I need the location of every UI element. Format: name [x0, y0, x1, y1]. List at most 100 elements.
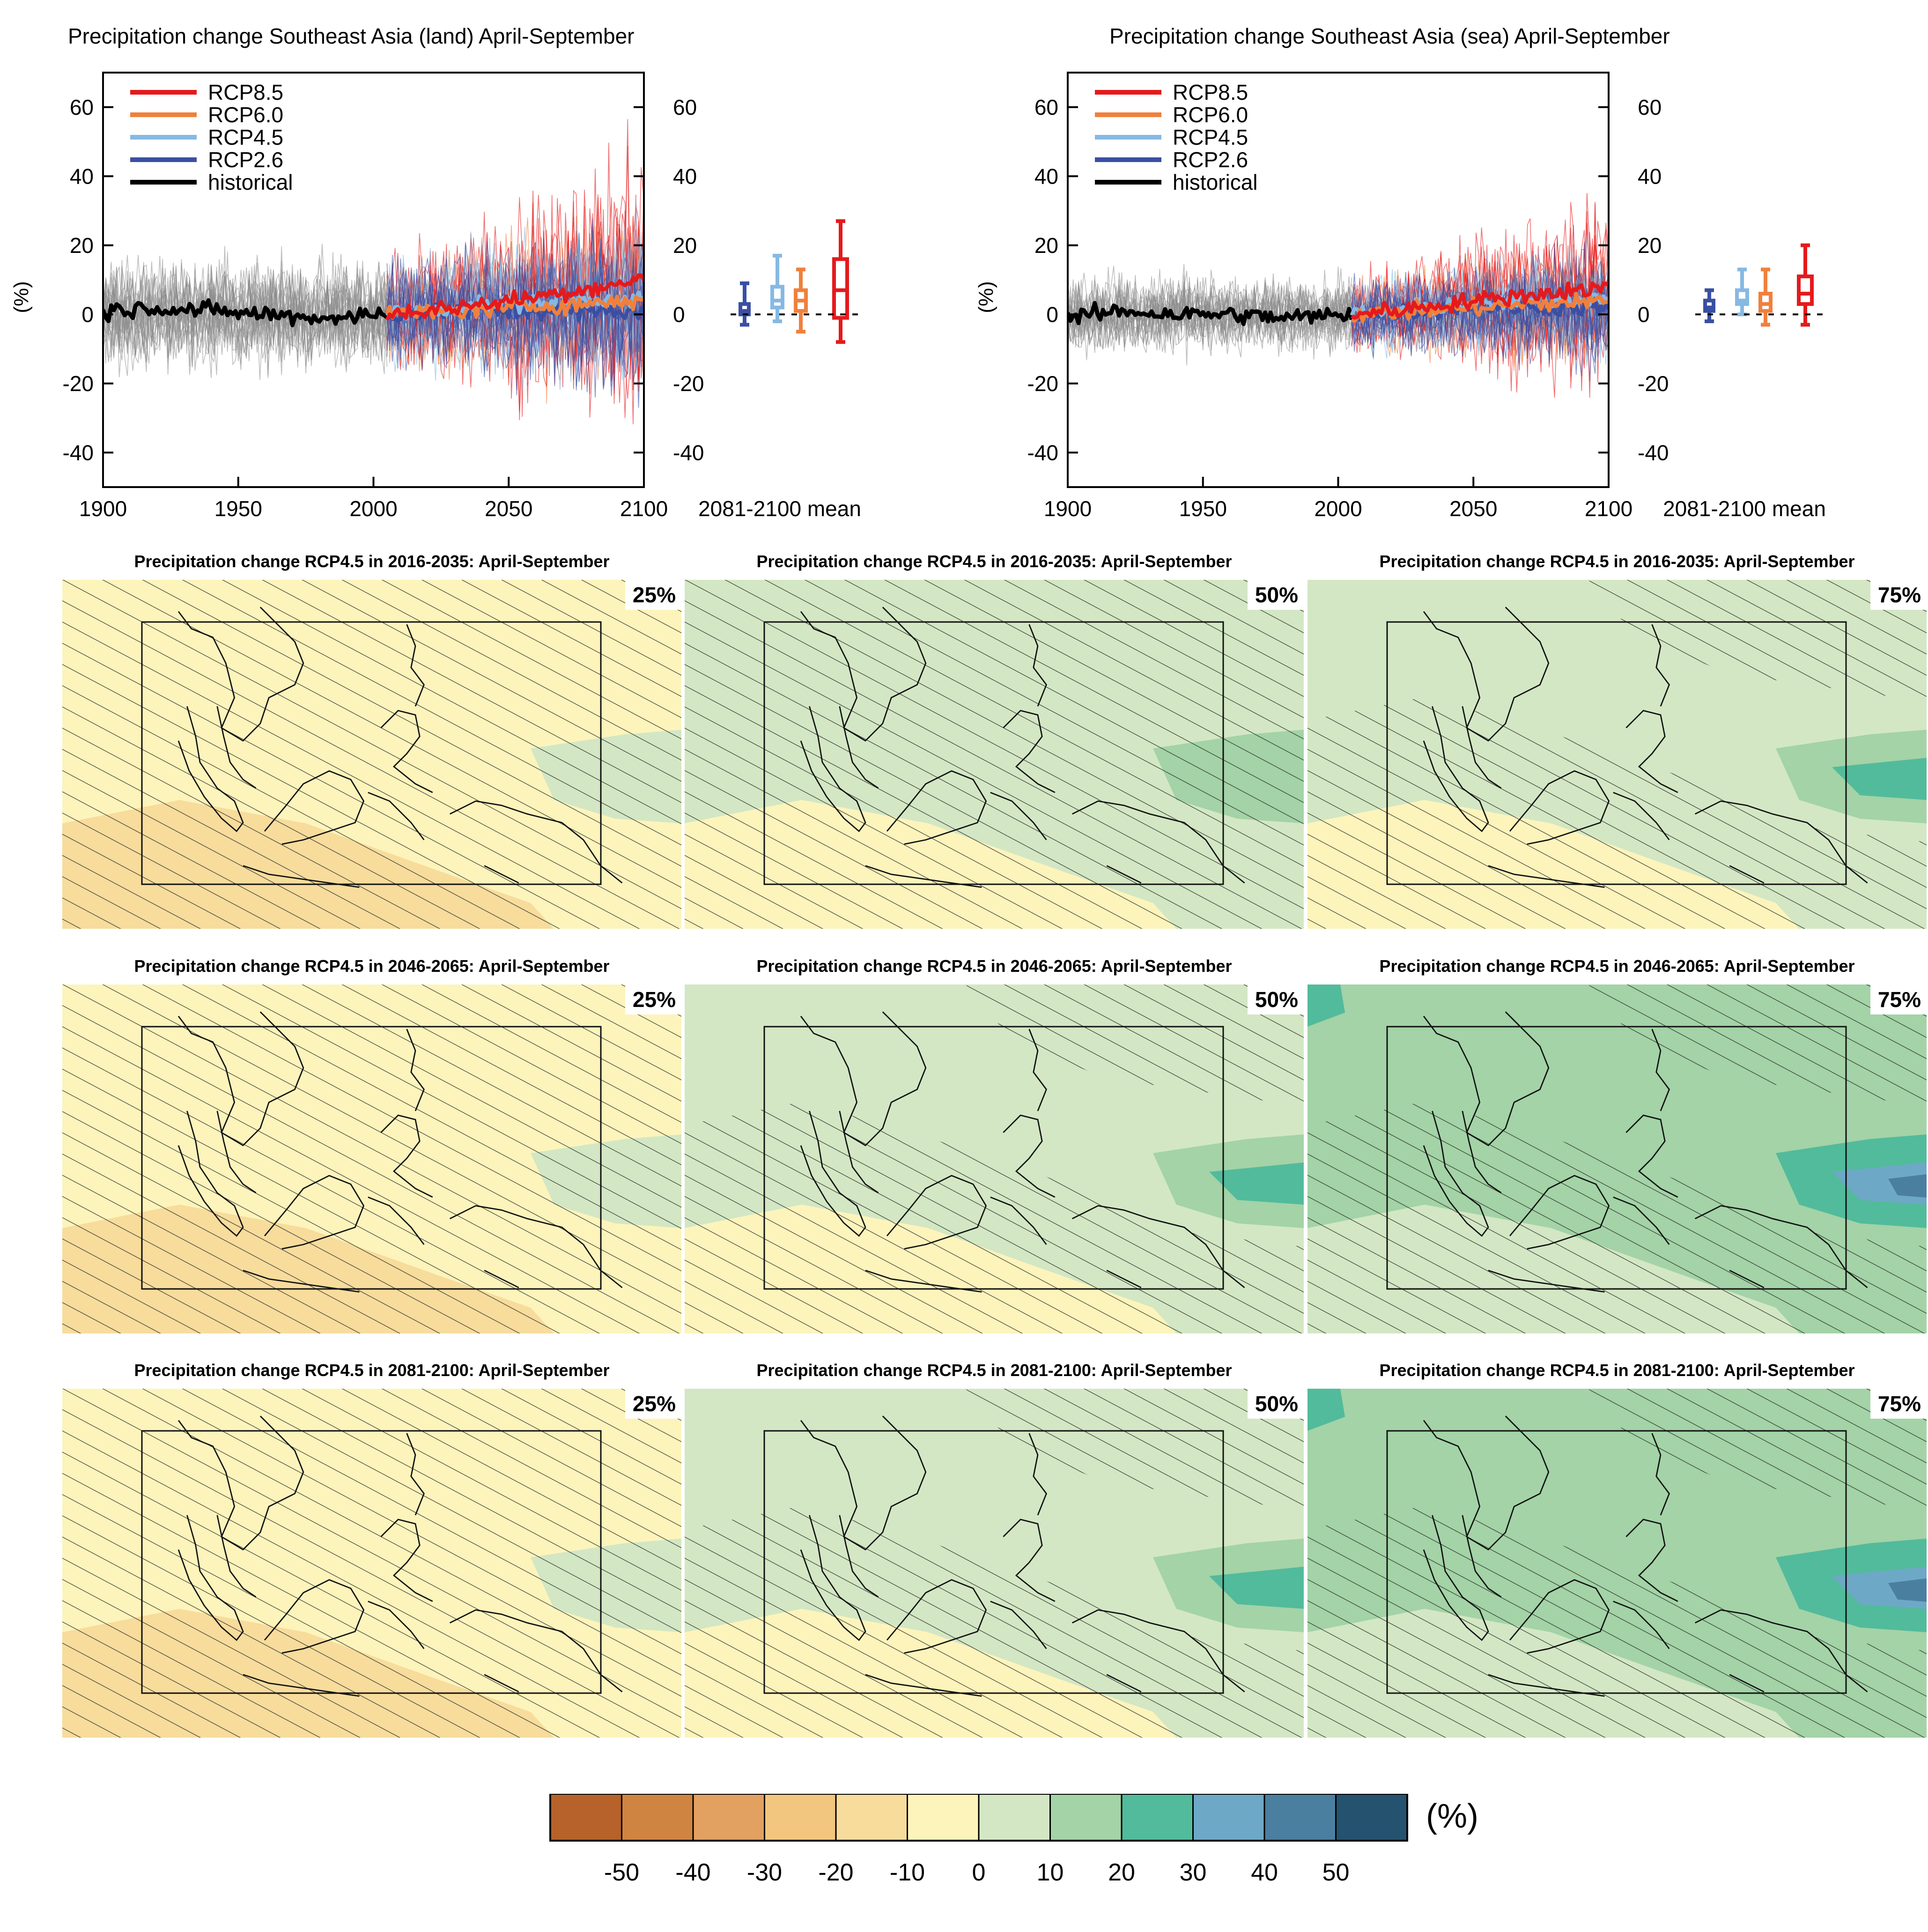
- coastline: [1509, 1579, 1610, 1654]
- coastline: [484, 865, 519, 884]
- y-tick-label-right: 0: [673, 302, 685, 326]
- ts-title-land: Precipitation change Southeast Asia (lan…: [68, 24, 635, 48]
- series-line-historical: [103, 298, 389, 327]
- coastline: [886, 1175, 987, 1250]
- coastline: [264, 1175, 365, 1250]
- boxplot-label: 2081-2100 mean: [1663, 496, 1826, 521]
- colorbar-swatch: [1335, 1794, 1408, 1842]
- coastline: [1651, 1029, 1670, 1111]
- colorbar-unit-label: (%): [1426, 1798, 1478, 1835]
- coastline: [264, 1579, 365, 1654]
- map-title: Precipitation change RCP4.5 in 2081-2100…: [756, 1361, 1232, 1380]
- coastline: [264, 770, 365, 845]
- x-tick-label: 2100: [1585, 496, 1633, 521]
- coastline: [800, 1415, 927, 1551]
- coastline: [216, 1515, 257, 1598]
- legend-label-rcp45: RCP4.5: [1173, 125, 1248, 149]
- coastline: [1694, 800, 1868, 884]
- map-coastlines: [177, 1415, 623, 1697]
- coastline: [800, 607, 927, 742]
- map-canvas: 75%: [1307, 580, 1927, 929]
- legend-label-rcp85: RCP8.5: [1173, 80, 1248, 104]
- coastline: [990, 1600, 1047, 1650]
- coastline: [1625, 710, 1678, 793]
- percentile-label-bg: [1248, 985, 1304, 1014]
- y-tick-label-right: 0: [1638, 302, 1650, 326]
- y-tick-label-left: 0: [81, 302, 94, 326]
- coastline: [1729, 865, 1765, 884]
- region-box: [1386, 1026, 1847, 1290]
- y-tick-label-left: -20: [63, 371, 94, 396]
- colorbar-tick-label: 0: [972, 1859, 986, 1886]
- map-panel: Precipitation change RCP4.5 in 2046-2065…: [685, 956, 1304, 1333]
- coastline: [1071, 800, 1245, 884]
- coastline: [1694, 1205, 1868, 1288]
- colorbar-tick-label: 20: [1108, 1859, 1135, 1886]
- x-tick-label: 2000: [1314, 496, 1362, 521]
- coastline: [1028, 624, 1047, 707]
- percentile-label: 25%: [633, 583, 676, 607]
- coastline: [449, 800, 623, 884]
- map-canvas: 25%: [62, 1389, 681, 1738]
- y-axis-label: (%): [10, 281, 33, 313]
- x-tick-label: 1950: [1179, 496, 1227, 521]
- coastline: [800, 1011, 927, 1147]
- coastline: [1028, 1433, 1047, 1516]
- percentile-label-bg: [1870, 580, 1927, 610]
- percentile-label-bg: [1248, 1389, 1304, 1419]
- coastline: [990, 1196, 1047, 1245]
- map-coastlines: [800, 607, 1245, 888]
- y-tick-label-right: 20: [1638, 233, 1662, 258]
- y-tick-label-right: 60: [1638, 95, 1662, 119]
- coastline: [368, 1196, 425, 1245]
- y-tick-label-right: 20: [673, 233, 697, 258]
- coastline: [1423, 1110, 1489, 1237]
- percentile-label-bg: [625, 985, 681, 1014]
- map-contour-east-strong: [1832, 758, 1927, 800]
- legend-label-rcp85: RCP8.5: [208, 80, 283, 104]
- y-tick-label-left: 20: [70, 233, 94, 258]
- colorbar-swatch: [1192, 1794, 1265, 1842]
- legend-label-rcp26: RCP2.6: [208, 148, 283, 172]
- colorbar-tick-label: -30: [747, 1859, 782, 1886]
- map-contour-east-max: [1888, 1578, 1927, 1602]
- plot-area: [103, 119, 644, 424]
- percentile-label-bg: [625, 580, 681, 610]
- coastline: [484, 1270, 519, 1288]
- map-panel: Precipitation change RCP4.5 in 2016-2035…: [1307, 552, 1927, 929]
- coastline: [1003, 710, 1056, 793]
- coastline: [177, 1110, 244, 1237]
- percentile-label: 75%: [1878, 987, 1921, 1012]
- coastline: [990, 792, 1047, 841]
- coastline: [1003, 1518, 1056, 1602]
- map-significance-hatching: [1307, 985, 1927, 1333]
- map-significance-hatching: [62, 1389, 681, 1738]
- coastline: [1462, 1515, 1502, 1598]
- y-tick-label-right: -20: [673, 371, 704, 396]
- percentile-label: 50%: [1255, 1392, 1298, 1416]
- map-contour-northwest: [1307, 985, 1345, 1027]
- y-tick-label-left: 40: [70, 164, 94, 188]
- coastline: [1423, 706, 1489, 832]
- colorbar-tick-label: -10: [890, 1859, 925, 1886]
- y-tick-label-left: 0: [1046, 302, 1058, 326]
- colorbar-swatch: [1263, 1794, 1337, 1842]
- map-contour-east-strong: [1209, 1567, 1304, 1609]
- map-contour-east-strong: [1209, 1162, 1304, 1205]
- colorbar-tick-label: 50: [1322, 1859, 1350, 1886]
- percentile-label-bg: [625, 1389, 681, 1419]
- coastline: [380, 710, 433, 793]
- coastline: [800, 1515, 866, 1641]
- map-contour-east-max: [1888, 1174, 1927, 1198]
- coastline: [839, 706, 879, 789]
- coastline: [1613, 1196, 1670, 1245]
- map-canvas: 75%: [1307, 985, 1927, 1333]
- y-tick-label-right: 40: [1638, 164, 1662, 188]
- ts-title-sea: Precipitation change Southeast Asia (sea…: [1109, 24, 1670, 48]
- boxplot-rcp85: [832, 219, 849, 344]
- series-line-rcp85: [385, 273, 644, 321]
- coastline: [449, 1205, 623, 1288]
- y-axis-label: (%): [975, 281, 997, 313]
- map-coastlines: [1423, 1415, 1868, 1697]
